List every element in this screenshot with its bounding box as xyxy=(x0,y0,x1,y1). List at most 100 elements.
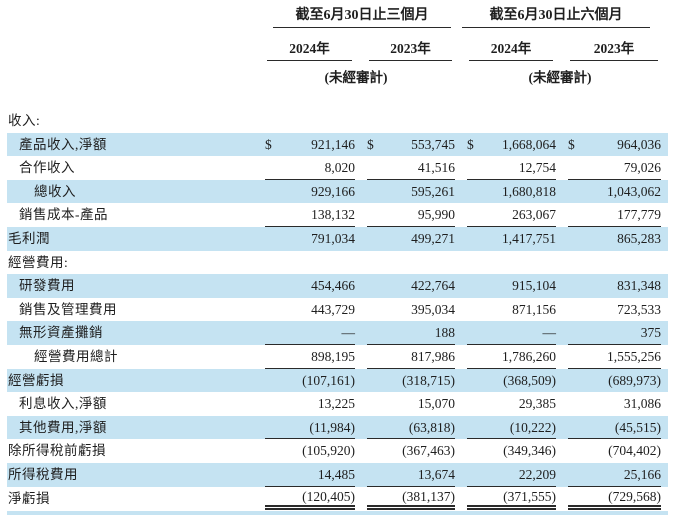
row-label: 研發費用 xyxy=(19,278,75,294)
amount-value: (368,509) xyxy=(503,372,556,388)
table-row: 研發費用 454,466 422,764 915,104 831,348 xyxy=(7,274,668,298)
row-label: 無形資產攤銷 xyxy=(19,325,103,341)
amount-value: 898,195 xyxy=(311,349,355,365)
amount-value: 263,067 xyxy=(512,207,556,223)
table-row: 合作收入 8,020 41,516 12,754 79,026 xyxy=(7,156,668,180)
amount-value: 12,754 xyxy=(518,160,556,176)
row-label: 總收入 xyxy=(34,183,76,199)
amount-cell xyxy=(357,251,457,275)
amount-value: 14,485 xyxy=(317,467,355,482)
table-row: 經營費用: xyxy=(7,251,668,275)
amount-cell: 41,516 xyxy=(357,156,457,180)
unaudited-note-6m: (未經審計) xyxy=(528,70,592,85)
amount-cell xyxy=(255,109,357,133)
row-label: 經營費用: xyxy=(8,254,69,270)
table-row: 經營虧損 (107,161) (318,715) (368,509) (689,973) xyxy=(7,368,668,393)
amount-cell: 1,043,062 xyxy=(558,180,663,204)
table-row: 所得稅費用 14,485 13,674 22,209 25,166 xyxy=(7,462,668,487)
period-header-label: 截至6月30日止三個月 xyxy=(273,4,451,28)
row-label: 利息收入,淨額 xyxy=(19,396,107,412)
amount-cell: 395,034 xyxy=(357,298,457,322)
amount-cell xyxy=(457,109,558,133)
amount-value: 422,764 xyxy=(411,278,455,294)
row-label: 其他費用,淨額 xyxy=(19,419,107,435)
amount-cell xyxy=(558,109,663,133)
table-row: 毛利潤 791,034 499,271 1,417,751 865,283 xyxy=(7,226,668,251)
amount-cell: (120,405) xyxy=(255,487,357,511)
header-spacer xyxy=(7,61,255,88)
amount-value: 25,166 xyxy=(623,467,661,482)
amount-value: 13,225 xyxy=(317,396,355,412)
table-row: 總收入 929,166 595,261 1,680,818 1,043,062 xyxy=(7,179,668,204)
amount-value: 31,086 xyxy=(623,396,661,412)
amount-value: 1,680,818 xyxy=(502,183,556,199)
row-label: 產品收入,淨額 xyxy=(19,136,107,152)
amount-value: 1,417,751 xyxy=(502,231,556,247)
amount-cell: (367,463) xyxy=(357,439,457,463)
amount-cell: 95,990 xyxy=(357,203,457,227)
amount-value: 865,283 xyxy=(617,231,661,247)
table-body: 收入: 產品收入,淨額 $921,146 $553,745 $1,668,064 $964… xyxy=(7,109,668,511)
table-row: 收入: xyxy=(7,109,668,133)
amount-cell: (349,346) xyxy=(457,439,558,463)
amount-cell: 15,070 xyxy=(357,392,457,416)
amount-cell: 723,533 xyxy=(558,298,663,322)
amount-value: 29,385 xyxy=(518,396,556,412)
amount-value: (120,405) xyxy=(302,488,355,504)
amount-cell: 499,271 xyxy=(357,227,457,251)
amount-cell: 422,764 xyxy=(357,274,457,298)
amount-value: 375 xyxy=(640,325,661,341)
amount-value: (11,984) xyxy=(309,419,355,435)
row-label: 經營虧損 xyxy=(8,372,64,388)
amount-cell: 14,485 xyxy=(255,463,357,487)
amount-cell: 1,417,751 xyxy=(457,227,558,251)
year-header-3m-2024: 2024年 xyxy=(255,32,357,61)
amount-cell: (689,973) xyxy=(558,369,663,393)
amount-cell: 29,385 xyxy=(457,392,558,416)
amount-cell: 31,086 xyxy=(558,392,663,416)
amount-value: 95,990 xyxy=(417,207,455,223)
amount-cell: 1,555,256 xyxy=(558,345,663,369)
amount-value: 871,156 xyxy=(512,301,556,317)
amount-cell: 79,026 xyxy=(558,156,663,180)
amount-value: (371,555) xyxy=(503,488,556,504)
amount-value: (105,920) xyxy=(302,443,355,459)
amount-value: (689,973) xyxy=(608,372,661,388)
amount-value: 499,271 xyxy=(411,231,455,247)
table-row: 經營費用總計 898,195 817,986 1,786,260 1,555,256 xyxy=(7,345,668,369)
amount-cell: (11,984) xyxy=(255,416,357,440)
amount-value: 595,261 xyxy=(411,183,455,199)
amount-cell: — xyxy=(255,321,357,345)
amount-value: (318,715) xyxy=(402,372,455,388)
amount-cell: 831,348 xyxy=(558,274,663,298)
period-header-label: 截至6月30日止六個月 xyxy=(462,4,650,28)
amount-value: 13,674 xyxy=(417,467,455,482)
amount-cell: — xyxy=(457,321,558,345)
period-header-six-months: 截至6月30日止六個月 xyxy=(457,6,663,32)
amount-value: 395,034 xyxy=(411,301,455,317)
unaudited-note-row: (未經審計) (未經審計) xyxy=(7,61,668,88)
year-header-3m-2023: 2023年 xyxy=(357,32,457,61)
row-label: 收入: xyxy=(8,113,41,129)
amount-value: (704,402) xyxy=(608,443,661,459)
table-row: 無形資產攤銷 — 188 — 375 xyxy=(7,321,668,345)
amount-cell: 915,104 xyxy=(457,274,558,298)
amount-cell: 188 xyxy=(357,321,457,345)
period-group-row: 截至6月30日止三個月 截至6月30日止六個月 xyxy=(7,6,668,32)
amount-cell: $1,668,064 xyxy=(457,133,558,157)
amount-cell: 25,166 xyxy=(558,463,663,487)
amount-cell: 13,225 xyxy=(255,392,357,416)
amount-cell: 12,754 xyxy=(457,156,558,180)
amount-value: 553,745 xyxy=(411,136,455,152)
amount-value: (367,463) xyxy=(402,443,455,459)
amount-value: 831,348 xyxy=(617,278,661,294)
amount-value: 915,104 xyxy=(512,278,556,294)
amount-cell: 375 xyxy=(558,321,663,345)
amount-cell: (729,568) xyxy=(558,487,663,511)
amount-value: 22,209 xyxy=(518,467,556,482)
amount-value: 1,786,260 xyxy=(502,349,556,365)
amount-cell xyxy=(255,251,357,275)
year-header-6m-2023: 2023年 xyxy=(558,32,663,61)
amount-value: 138,132 xyxy=(311,207,355,223)
